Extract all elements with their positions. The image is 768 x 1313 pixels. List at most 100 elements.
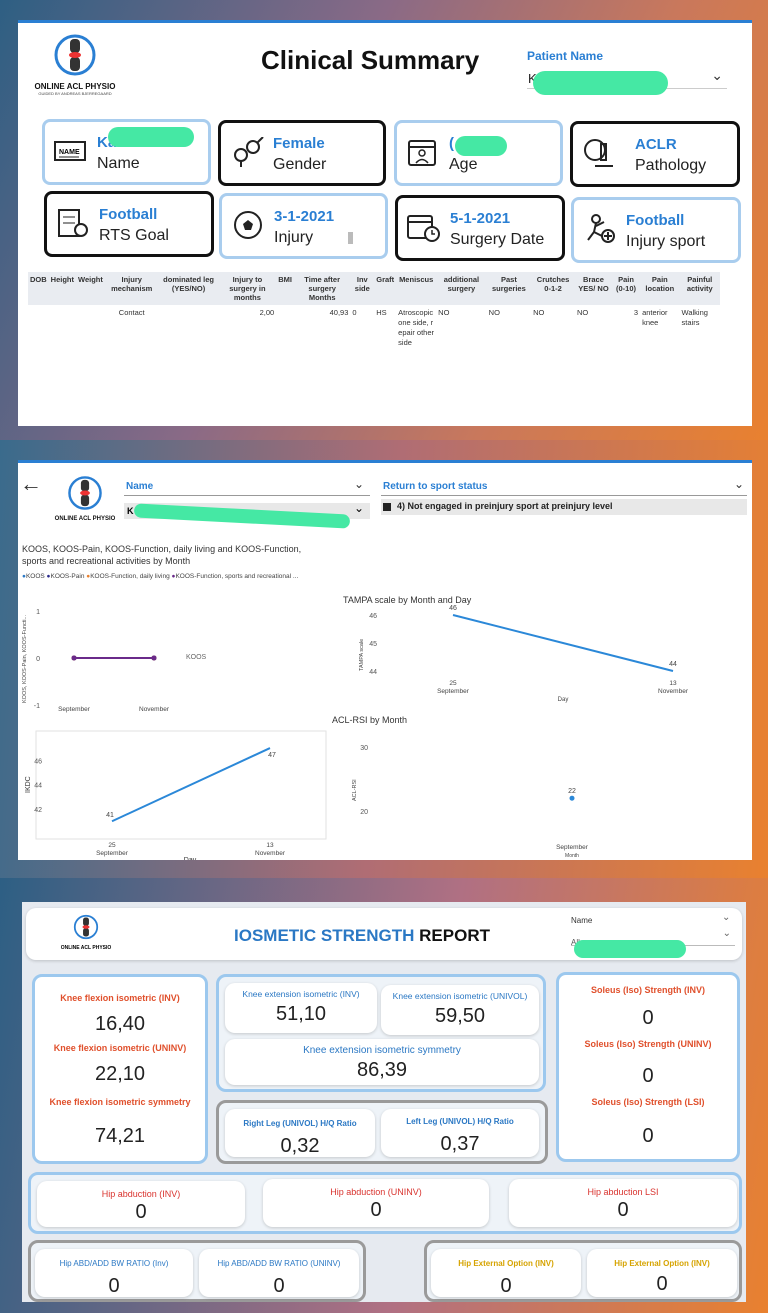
checkbox-icon[interactable] [383,503,391,511]
column-header: Brace YES/ NO [574,272,612,305]
legend-marker: ● [171,573,176,580]
chart-title: ACL-RSI by Month [332,715,407,725]
card-injury-sport: Football Injury sport [571,197,741,263]
hq-left-label: Left Leg (UNIVOL) H/Q Ratio [406,1117,514,1126]
report-title-strength: IOSMETIC STRENGTH [234,926,415,945]
acl-rsi-scatter-chart: ACL-RSI by Month 30 20 22 September Month ACL-… [332,715,589,859]
soleus-inv-label: Soleus (Iso) Strength (INV) [590,985,705,995]
clinical-summary-page: ONLINE ACL PHYSIO GUIDED BY ANDREAS BJER… [18,20,752,426]
column-header: Height [48,272,77,305]
chevron-down-icon[interactable]: ⌄ [734,477,745,491]
football-icon [234,211,262,239]
series-line [452,614,674,672]
chevron-down-icon[interactable]: ⌄ [354,477,365,491]
chevron-down-icon[interactable]: ⌄ [353,501,364,515]
knee-extension-group: Knee extension isometric (INV) 51,10 Kne… [216,974,546,1092]
y-tick-label: 1 [36,609,40,616]
table-cell [28,305,49,351]
card-gender: Female Gender [218,120,386,186]
column-header: dominated leg (YES/NO) [158,272,219,305]
table-cell: 2,00 [259,308,275,317]
column-header: BMI [276,272,294,305]
hip-ratio-inv-tile: Hip ABD/ADD BW RATIO (Inv) 0 [35,1249,193,1297]
injury-sport-label: Injury sport [626,233,706,250]
patient-name-label: Patient Name [527,49,604,63]
hq-right-value: 0,32 [280,1135,320,1157]
column-header: Injury to surgery in months [218,272,277,305]
hip-external-value-1: 0 [500,1275,512,1297]
table-cell: Contact [118,308,145,317]
legend-marker: ● [22,573,26,580]
y-tick-label: 46 [369,613,377,620]
chevron-down-icon[interactable]: ⌄ [711,67,723,83]
y-tick-label: 46 [34,758,42,765]
x-tick-label: September [96,850,129,857]
hip-abduction-lsi-label: Hip abduction LSI [587,1187,659,1197]
age-label: Age [449,156,478,173]
gender-value: Female [273,135,325,152]
x-tick-label: September [556,844,589,851]
knee-extension-univol-value: 59,50 [434,1005,486,1027]
knee-extension-symmetry-value: 86,39 [356,1059,408,1081]
series-annotation: KOOS [186,654,207,661]
clinical-data-table: DOB Height Weight Injury mechanism domin… [28,272,720,351]
surgery-date-value: 5-1-2021 [450,210,511,227]
y-tick-label: -1 [34,703,40,710]
knee-flexion-symmetry-label: Knee flexion isometric symmetry [49,1097,191,1107]
y-axis-label: KOOS, KOOS-Pain, KOOS-Functi... [22,615,28,703]
koos-legend: ●KOOS ●KOOS-Pain ●KOOS-Function, daily l… [22,573,298,580]
knee-extension-inv-label: Knee extension isometric (INV) [242,989,360,999]
hip-ratio-uninv-value: 0 [273,1275,285,1297]
rts-selected-item[interactable]: 4) Not engaged in preinjury sport at pre… [381,499,747,515]
chevron-down-icon[interactable]: ⌄ [722,928,731,939]
app-logo: ONLINE ACL PHYSIO [52,475,118,522]
column-header: Weight [76,272,105,305]
logo-text: ONLINE ACL PHYSIO [54,516,116,522]
chevron-down-icon[interactable]: ⌄ [722,912,731,923]
hip-ratio-uninv-label: Hip ABD/ADD BW RATIO (UNINV) [217,1259,341,1268]
koos-chart-title: KOOS, KOOS-Pain, KOOS-Function, daily li… [22,544,302,566]
back-arrow-icon[interactable]: ← [20,471,42,496]
x-tick-label: 13 [669,680,677,687]
hip-abduction-inv-label: Hip abduction (INV) [101,1189,181,1199]
report-title: IOSMETIC STRENGTH REPORT [234,926,490,946]
knee-extension-univol-tile: Knee extension isometric (UNIVOL) 59,50 [381,985,539,1035]
report-title-report: REPORT [419,926,490,945]
hq-left-value: 0,37 [440,1133,480,1155]
injury-label: Injury [274,229,314,246]
injury-value: 3-1-2021 [274,208,335,225]
column-header: Injury mechanism [104,272,159,305]
column-header: Meniscus [396,272,437,305]
table-cell: 3 [633,308,639,317]
knee-flexion-inv-label: Knee flexion isometric (INV) [60,993,180,1003]
hip-ratio-uninv-tile: Hip ABD/ADD BW RATIO (UNINV) 0 [199,1249,359,1297]
scores-page: ← ONLINE ACL PHYSIO Name ⌄ K ⌄ Return to… [18,460,752,860]
y-tick-label: 42 [34,807,42,814]
y-axis-label: ACL-RSI [352,779,358,801]
chart-frame [35,730,327,840]
soleus-lsi-value: 0 [642,1125,654,1147]
x-tick-label: November [255,850,286,857]
table-cell: Walking stairs [681,308,708,327]
hq-right-tile: Right Leg (UNIVOL) H/Q Ratio 0,32 [225,1109,375,1157]
name-label: Name [97,155,140,172]
table-cell: NO [576,308,589,317]
hip-abduction-lsi-tile: Hip abduction LSI 0 [509,1179,737,1227]
series-line [111,747,271,823]
y-tick-label: 30 [360,745,368,752]
legend-item: KOOS-Function, sports and recreational .… [175,573,299,580]
redaction-mark [455,136,507,156]
table-cell [49,305,76,351]
column-header: Crutches 0-1-2 [531,272,575,305]
goal-checklist-icon [58,209,88,237]
card-surgery-date: 5-1-2021 Surgery Date [395,195,565,261]
name-slicer-label: Name [571,916,593,925]
hip-external-label-2: Hip External Option (INV) [614,1259,710,1268]
column-header: Time after surgery Months [293,272,351,305]
hip-external-label-1: Hip External Option (INV) [458,1259,554,1268]
chart-title: TAMPA scale by Month and Day [343,595,472,605]
knee-flexion-inv-value: 16,40 [94,1013,146,1035]
data-label: 46 [449,605,457,612]
page-title: Clinical Summary [261,45,480,75]
